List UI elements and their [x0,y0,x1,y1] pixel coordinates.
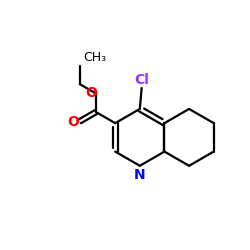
Text: Cl: Cl [134,73,149,87]
Text: CH₃: CH₃ [84,52,107,64]
Text: O: O [86,86,98,101]
Text: O: O [67,115,79,129]
Text: N: N [134,168,146,182]
